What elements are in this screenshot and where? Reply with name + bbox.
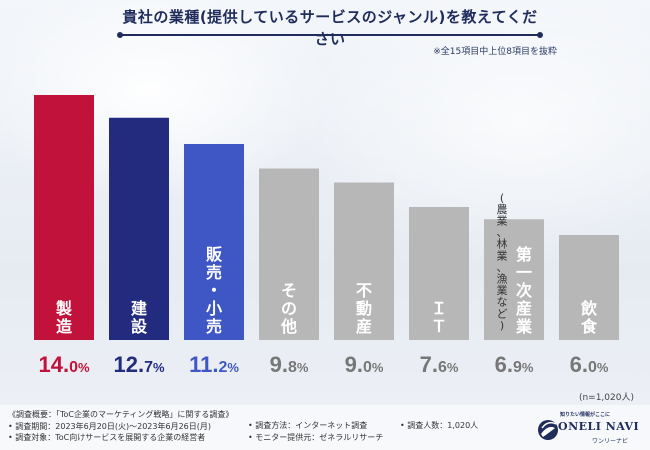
value-label: 14.0% [38,352,90,377]
category-label: 第一次産業 [515,245,533,336]
category-label: 販売・小売 [206,245,223,336]
bar [109,117,169,340]
logo-tagline: 知りたい情報がここに [560,412,611,418]
value-label: 11.2% [189,352,239,377]
category-sublabel: (農業、林業、漁業など) [497,191,508,332]
value-label: 12.7% [113,352,165,377]
category-label: その他 [280,281,297,336]
sample-size-note: (n=1,020人) [578,393,634,403]
logo-mark [538,420,558,440]
category-label: 建設 [131,299,148,336]
footer-line: • 調査対象：ToC向けサービスを展開する企業の経営者 [8,433,206,442]
footer-line: • モニター提供元：ゼネラルリサーチ [248,432,384,442]
category-label: 製造 [55,299,73,336]
chart-note: ※全15項目中上位8項目を抜粋 [433,47,557,57]
footer-line: • 調査期間：2023年6月20日(火)～2023年6月26日(月) [8,421,212,431]
value-label: 7.6% [420,352,459,377]
footer-col-1: 《調査概要：「ToC企業のマーケティング戦略」に関する調査》 • 調査期間：20… [8,409,233,444]
category-label: ＩＴ [431,299,447,336]
title-underline [117,32,543,38]
value-label: 6.9% [495,352,534,377]
bar [259,168,319,340]
footer-line: • 調査人数：1,020人 [400,421,479,430]
footer-line: • 調査方法：インターネット調査 [248,421,368,430]
value-label: 6.0% [570,352,609,377]
category-label: 飲食 [580,299,598,336]
value-label: 9.8% [270,352,309,377]
bar [409,207,469,340]
footer-col-2: • 調査方法：インターネット調査 • モニター提供元：ゼネラルリサーチ [248,420,383,443]
bar [559,235,619,340]
logo-sub: ワンリーナビ [592,438,629,445]
category-label: 不動産 [356,281,372,336]
bar [334,182,394,340]
logo-wave-icon [541,426,555,437]
bar [484,219,544,340]
bar [34,95,94,340]
footer-col-3: • 調査人数：1,020人 [400,420,478,432]
value-label: 9.0% [345,352,384,377]
footer-line: 《調査概要：「ToC企業のマーケティング戦略」に関する調査》 [8,410,234,419]
logo-name: ONELI NAVI [558,420,640,433]
bar [184,144,244,340]
bar-chart: 製造 14.0% 建設 12.7% 販売・小売 11.2% その他 9.8% 不動産 9.0% ＩＴ… [34,95,619,377]
logo-arc-icon [541,421,557,429]
